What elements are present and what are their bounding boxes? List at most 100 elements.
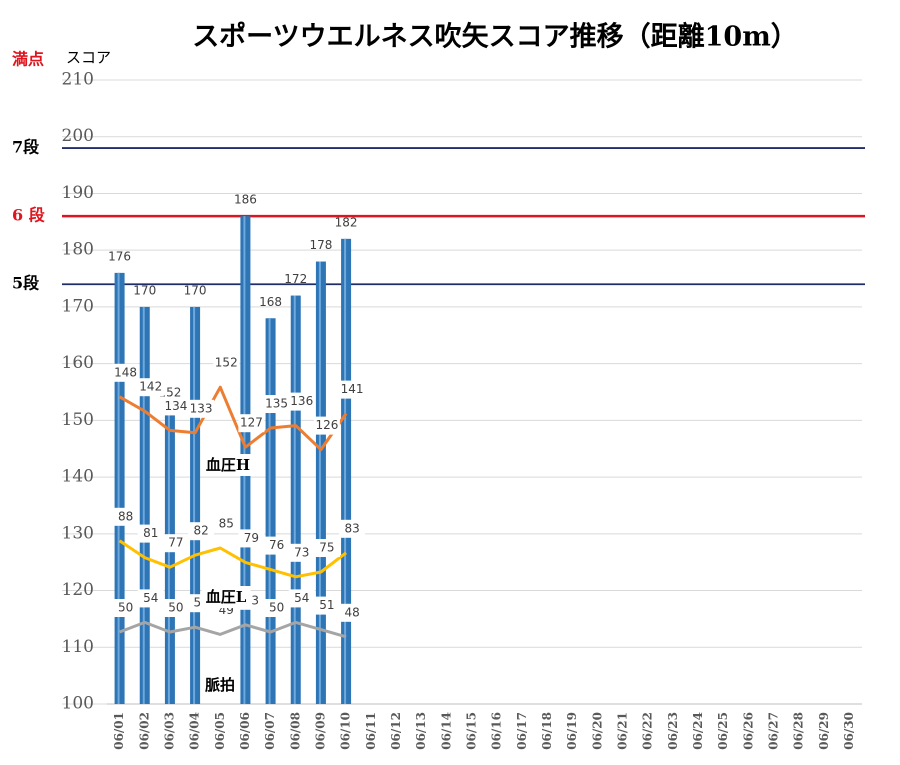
y-tick-label: 110: [62, 637, 94, 657]
x-tick-label: 06/27: [766, 712, 780, 750]
label-background: [263, 599, 290, 617]
label-background: [213, 354, 240, 373]
y-axis-label: スコア: [66, 49, 111, 67]
label-background: [288, 543, 315, 562]
line-value-label: 88: [118, 509, 133, 523]
label-background: [201, 586, 251, 608]
y-tick-label: 130: [62, 523, 94, 543]
x-tick-label: 06/15: [464, 712, 478, 750]
label-background: [112, 599, 139, 617]
y-tick-label: 100: [62, 694, 94, 714]
line-value-label: 77: [168, 536, 183, 550]
x-tick-label: 06/20: [590, 712, 604, 750]
label-background: [137, 524, 164, 543]
x-tick-label: 06/17: [515, 712, 529, 750]
series-label: 血圧H: [206, 456, 250, 474]
chart-title: スポーツウエルネス吹矢スコア推移（距離10m）: [192, 21, 798, 53]
y-tick-label: 120: [62, 580, 94, 600]
x-tick-label: 06/13: [414, 712, 428, 750]
line-value-label: 50: [118, 601, 133, 615]
line-value-label: 51: [319, 598, 334, 612]
label-background: [313, 416, 340, 435]
label-background: [201, 454, 255, 476]
x-tick-label: 06/24: [691, 712, 705, 750]
x-tick-label: 06/11: [364, 712, 378, 750]
label-background: [288, 589, 315, 608]
line-value-label: 135: [265, 397, 288, 411]
line-value-label: 75: [319, 541, 334, 555]
x-tick-label: 06/25: [716, 712, 730, 750]
bar-value-label: 186: [234, 193, 257, 207]
reference-label: 5段: [12, 274, 40, 293]
line-value-label: 152: [215, 356, 238, 370]
x-tick-label: 06/28: [792, 712, 806, 750]
bar-highlight: [344, 238, 347, 704]
bar-value-label: 170: [133, 283, 156, 297]
line-value-label: 83: [344, 521, 359, 535]
bar-highlight: [117, 272, 120, 704]
y-tick-label: 140: [62, 467, 94, 487]
line-value-label: 133: [190, 401, 213, 415]
bar-highlight: [167, 409, 170, 704]
reference-label: 7段: [12, 138, 40, 157]
x-tick-label: 06/14: [439, 712, 453, 750]
line-value-label: 48: [344, 605, 359, 619]
x-tick-label: 06/18: [540, 712, 554, 750]
y-tick-label: 210: [62, 70, 94, 90]
label-background: [137, 589, 164, 608]
label-background: [112, 507, 139, 526]
y-tick-label: 170: [62, 296, 94, 316]
y-tick-label: 150: [62, 410, 94, 430]
bar-value-label: 172: [284, 272, 307, 286]
y-tick-label: 200: [62, 126, 94, 146]
x-tick-label: 06/22: [641, 712, 655, 750]
y-tick-label: 160: [62, 353, 94, 373]
line-value-label: 126: [315, 418, 338, 432]
x-tick-label: 06/03: [162, 712, 176, 750]
label-background: [238, 529, 265, 548]
x-tick-label: 06/01: [112, 712, 126, 750]
line: [119, 620, 347, 639]
line-value-label: 81: [143, 526, 158, 540]
x-tick-label: 06/19: [565, 712, 579, 750]
label-background: [288, 392, 315, 411]
line-value-label: 141: [341, 382, 364, 396]
label-background: [162, 599, 189, 617]
x-tick-label: 06/12: [389, 712, 403, 750]
x-tick-label: 06/08: [288, 712, 302, 750]
y-tick-label: 190: [62, 183, 94, 203]
label-background: [162, 397, 189, 416]
x-tick-label: 06/16: [490, 712, 504, 750]
line-value-label: 127: [240, 416, 263, 430]
x-tick-label: 06/21: [615, 712, 629, 750]
line-value-label: 50: [168, 601, 183, 615]
label-background: [263, 395, 290, 413]
bar-highlight: [142, 306, 145, 704]
line-value-label: 82: [193, 524, 208, 538]
x-tick-label: 06/26: [741, 712, 755, 750]
line-value-label: 148: [114, 365, 137, 379]
label-background: [200, 674, 240, 696]
label-background: [263, 536, 290, 555]
label-background: [188, 522, 215, 541]
line-value-label: 54: [294, 591, 309, 605]
top-label: 満点: [12, 50, 44, 69]
label-background: [339, 380, 366, 399]
plot: 100 110 120 130 140 150 160 170 180 190 200 210 7段 6 …: [12, 70, 865, 750]
x-tick-label: 06/07: [263, 712, 277, 750]
line: [118, 385, 348, 452]
bar-value-label: 152: [158, 386, 181, 400]
line-value-label: 76: [269, 538, 284, 552]
bar-highlight: [293, 295, 296, 704]
x-tick-label: 06/29: [817, 712, 831, 750]
x-tick-label: 06/05: [213, 712, 227, 750]
bar-value-label: 176: [108, 249, 131, 263]
bar-value-label: 170: [184, 283, 207, 297]
line-value-label: 50: [269, 601, 284, 615]
label-background: [238, 414, 265, 433]
bar-highlight: [318, 261, 321, 704]
x-tick-label: 06/02: [137, 712, 151, 750]
reference-label: 6 段: [12, 206, 46, 225]
line-value-label: 134: [164, 399, 187, 413]
